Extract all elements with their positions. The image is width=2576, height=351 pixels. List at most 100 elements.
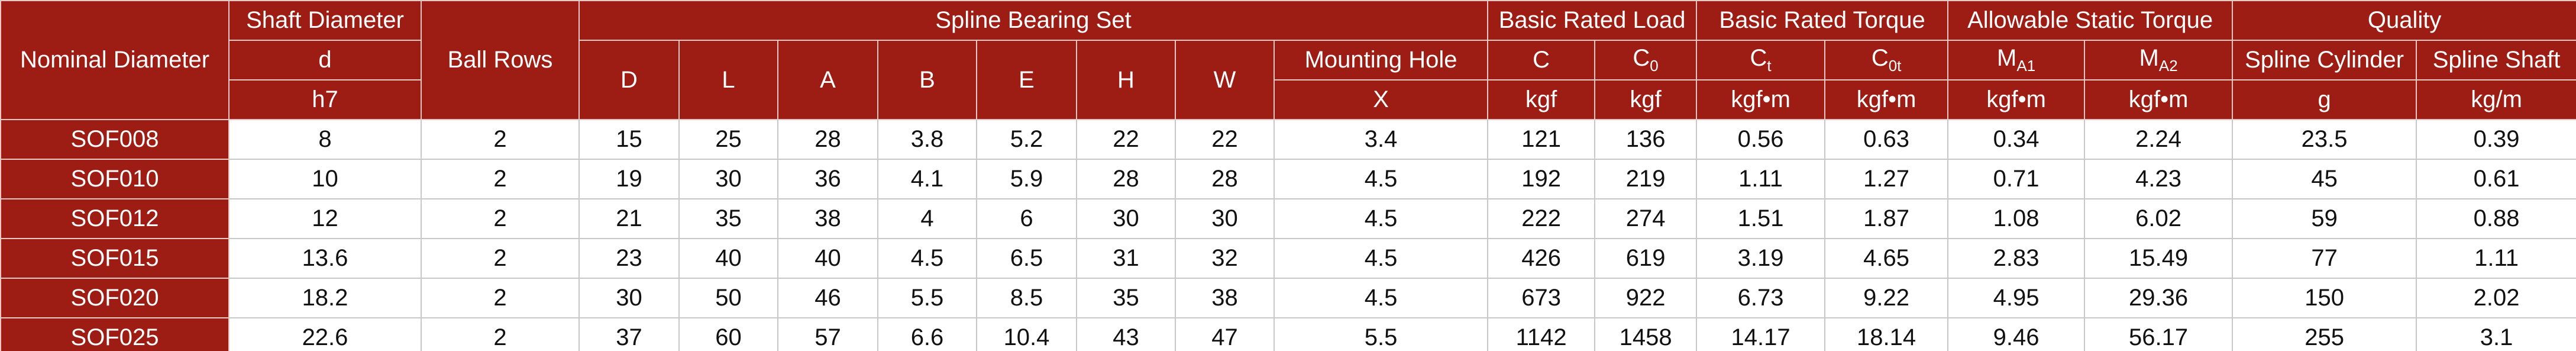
value-cell: 0.56 [1696,119,1826,160]
value-cell: 222 [1487,198,1596,239]
model-cell: SOF012 [0,198,230,239]
value-cell: 15 [578,119,680,160]
value-cell: 5.9 [976,159,1077,199]
value-cell: 9.46 [1947,317,2086,351]
value-cell: 19 [578,159,680,199]
value-cell: 56.17 [2084,317,2234,351]
header-cell: kgf•m [2084,79,2234,120]
value-cell: 426 [1487,238,1596,279]
header-cell: E [976,40,1077,120]
header-cell: kgf•m [1824,79,1949,120]
value-cell: 8 [228,119,422,160]
header-cell: H [1076,40,1176,120]
header-cell: kgf•m [1947,79,2086,120]
value-cell: 22.6 [228,317,422,351]
value-cell: 5.5 [1273,317,1489,351]
value-cell: 6.02 [2084,198,2234,239]
value-cell: 40 [678,238,778,279]
value-cell: 0.88 [2416,198,2576,239]
value-cell: 2 [421,317,580,351]
value-cell: 6.5 [976,238,1077,279]
value-cell: 922 [1594,278,1698,318]
value-cell: 28 [1175,159,1275,199]
header-cell: kgf [1594,79,1698,120]
value-cell: 4.23 [2084,159,2234,199]
header-cell: Shaft Diameter [228,0,422,41]
value-cell: 23 [578,238,680,279]
value-cell: 1.27 [1824,159,1949,199]
header-cell: Basic Rated Load [1487,0,1698,41]
value-cell: 18.2 [228,278,422,318]
value-cell: 46 [777,278,878,318]
value-cell: 4.95 [1947,278,2086,318]
value-cell: 45 [2232,159,2417,199]
value-cell: 22 [1076,119,1176,160]
value-cell: 30 [678,159,778,199]
header-cell: W [1175,40,1275,120]
value-cell: 6.6 [877,317,977,351]
value-cell: 150 [2232,278,2417,318]
header-subscript: t [1767,57,1772,75]
header-symbol: M [1997,45,2017,71]
header-subscript: A2 [2158,57,2178,75]
value-cell: 6 [976,198,1077,239]
header-cell: Ct [1696,40,1826,80]
value-cell: 0.63 [1824,119,1949,160]
value-cell: 1.51 [1696,198,1826,239]
value-cell: 25 [678,119,778,160]
value-cell: 31 [1076,238,1176,279]
header-cell: D [578,40,680,120]
value-cell: 136 [1594,119,1698,160]
value-cell: 2.83 [1947,238,2086,279]
value-cell: 219 [1594,159,1698,199]
value-cell: 28 [777,119,878,160]
model-cell: SOF010 [0,159,230,199]
header-cell: MA2 [2084,40,2234,80]
value-cell: 28 [1076,159,1176,199]
header-subscript: 0t [1888,57,1902,75]
value-cell: 1.11 [1696,159,1826,199]
value-cell: 3.8 [877,119,977,160]
data-row: SOF008 8 2 15 25 28 3.8 5.2 22 22 3.4 121 136 0.56 0.6… [0,119,2576,160]
value-cell: 6.73 [1696,278,1826,318]
header-symbol: C [1633,45,1650,71]
value-cell: 121 [1487,119,1596,160]
value-cell: 21 [578,198,680,239]
value-cell: 2 [421,278,580,318]
value-cell: 0.71 [1947,159,2086,199]
value-cell: 15.49 [2084,238,2234,279]
value-cell: 619 [1594,238,1698,279]
value-cell: 2 [421,198,580,239]
value-cell: 38 [1175,278,1275,318]
value-cell: 4.5 [877,238,977,279]
header-subscript: 0 [1650,57,1659,75]
value-cell: 38 [777,198,878,239]
value-cell: 1.87 [1824,198,1949,239]
value-cell: 57 [777,317,878,351]
value-cell: 255 [2232,317,2417,351]
value-cell: 14.17 [1696,317,1826,351]
value-cell: 4 [877,198,977,239]
value-cell: 37 [578,317,680,351]
value-cell: 35 [678,198,778,239]
value-cell: 5.5 [877,278,977,318]
value-cell: 2.02 [2416,278,2576,318]
value-cell: 4.1 [877,159,977,199]
value-cell: 8.5 [976,278,1077,318]
value-cell: 59 [2232,198,2417,239]
header-cell: g [2232,79,2417,120]
data-row: SOF015 13.6 2 23 40 40 4.5 6.5 31 32 4.5 426 619 3.19… [0,238,2576,279]
value-cell: 0.39 [2416,119,2576,160]
value-cell: 673 [1487,278,1596,318]
value-cell: 0.34 [1947,119,2086,160]
value-cell: 274 [1594,198,1698,239]
value-cell: 9.22 [1824,278,1949,318]
value-cell: 13.6 [228,238,422,279]
header-cell: Nominal Diameter [0,0,230,120]
value-cell: 192 [1487,159,1596,199]
value-cell: 40 [777,238,878,279]
header-cell: kgf•m [1696,79,1826,120]
value-cell: 2 [421,238,580,279]
header-cell: Spline Shaft [2416,40,2576,80]
